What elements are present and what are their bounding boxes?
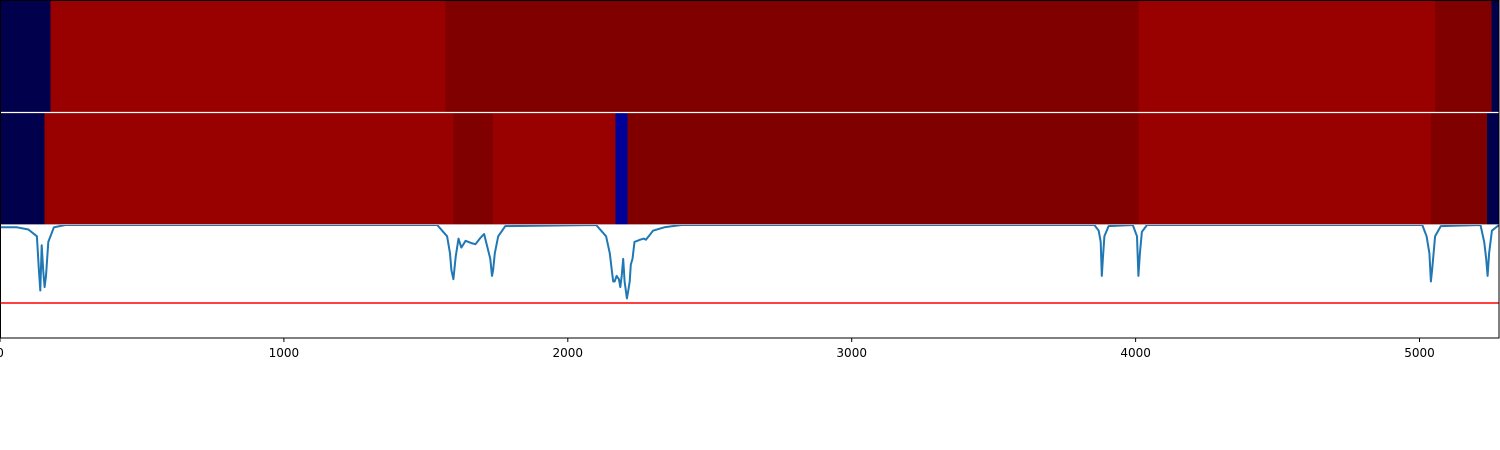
heatmap-segment [1491, 0, 1500, 113]
axes-border [0, 0, 1500, 339]
x-tick-label: 2000 [553, 346, 584, 360]
heatmap-segment [445, 0, 494, 113]
heatmap-segment [44, 112, 455, 225]
signal-line [0, 225, 1499, 300]
heatmap-segment [1101, 112, 1140, 225]
heatmap-segment [50, 0, 447, 113]
signal-panel [0, 225, 1499, 304]
heatmap-segment [0, 0, 52, 113]
x-axis: 0 1000 2000 3000 4000 5000 [0, 338, 1435, 360]
x-tick-label: 4000 [1120, 346, 1151, 360]
axes-frame [0, 0, 1500, 339]
heatmap-segment [1430, 112, 1488, 225]
x-tick-label: 0 [0, 346, 4, 360]
heatmap-segment [1487, 112, 1500, 225]
heatmap-segment [1138, 0, 1436, 113]
heatmap-segment [1138, 112, 1432, 225]
heatmap-tracks [0, 0, 1500, 225]
heatmap-segment [493, 0, 1140, 113]
x-tick-label: 3000 [836, 346, 867, 360]
heatmap-segment [493, 112, 617, 225]
heatmap-segment [453, 112, 494, 225]
heatmap-segment [627, 112, 1103, 225]
heatmap-segment [0, 112, 46, 225]
heatmap-segment [1435, 0, 1492, 113]
heatmap-segment [615, 112, 629, 225]
x-tick-label: 1000 [269, 346, 300, 360]
x-tick-label: 5000 [1404, 346, 1435, 360]
